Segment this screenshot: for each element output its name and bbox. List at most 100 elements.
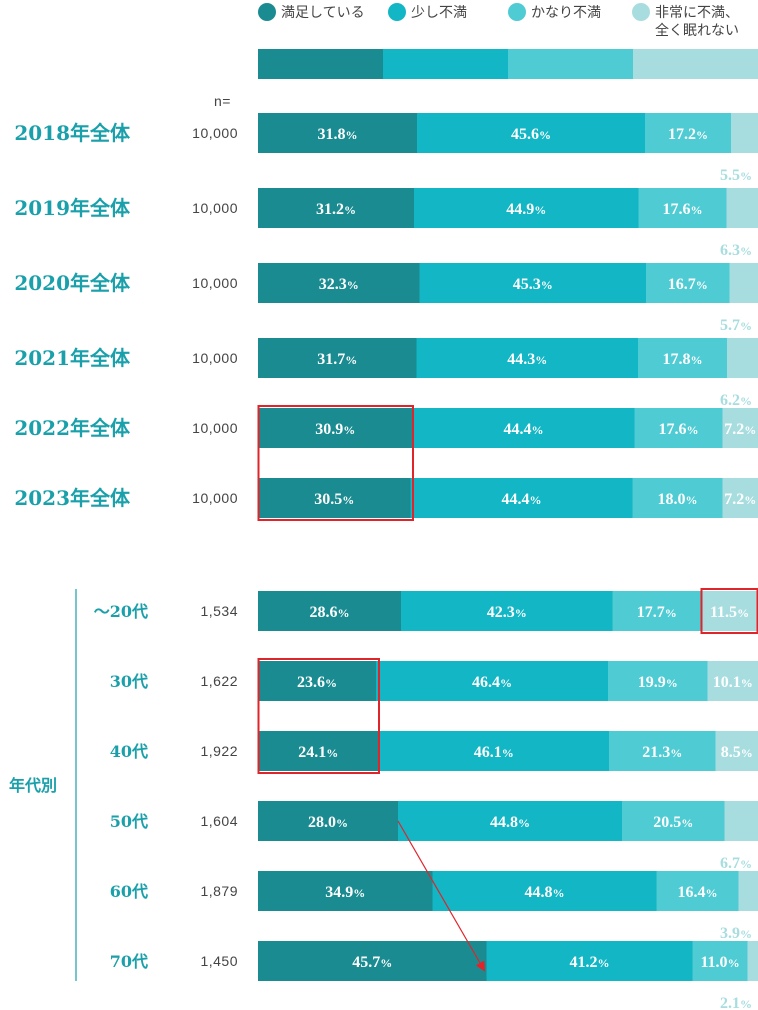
bar-segment-1 xyxy=(258,113,417,153)
bar-segment-2 xyxy=(412,408,635,448)
bar-segment-4 xyxy=(724,801,758,841)
value-label-3: 16.7% xyxy=(668,276,708,293)
value-label-2: 45.6% xyxy=(511,126,551,143)
bar-segment-2 xyxy=(398,801,622,841)
row-n-value: 10,000 xyxy=(192,350,238,366)
legend-label-4-line-2: 全く眠れない xyxy=(655,22,739,38)
bar-segment-4 xyxy=(722,478,758,518)
row-label: 2023年全体 xyxy=(14,486,131,510)
row-n-value: 1,922 xyxy=(200,743,238,759)
age-group-bracket: 年代別 xyxy=(9,589,77,981)
value-label-1: 45.7% xyxy=(352,954,392,971)
row-n-value: 1,450 xyxy=(200,953,238,969)
value-label-1: 31.2% xyxy=(316,201,356,218)
group-label: 年代別 xyxy=(9,776,57,795)
value-label-4: 11.5% xyxy=(710,604,749,621)
bar-segment-4 xyxy=(707,661,758,701)
legend-strip-2 xyxy=(383,49,508,79)
bar-segment-2 xyxy=(410,478,633,518)
legend-swatch-3 xyxy=(508,3,526,21)
bar-segment-3 xyxy=(645,113,731,153)
legend-item-3: かなり不満 xyxy=(508,3,601,21)
bar-row-2021-4: 2021年全体 10,000 31.7% 44.3% 17.8% 6.2% xyxy=(14,338,758,409)
value-label-4: 10.1% xyxy=(713,674,753,691)
bar-segment-3 xyxy=(638,188,727,228)
value-label-1: 30.5% xyxy=(314,491,354,508)
value-label-3: 11.0% xyxy=(700,954,739,971)
bar-segment-3 xyxy=(632,478,723,518)
value-label-3: 17.8% xyxy=(663,351,703,368)
row-n-value: 10,000 xyxy=(192,200,238,216)
legend-strip-1 xyxy=(258,49,383,79)
value-label-4: 8.5% xyxy=(721,744,753,761)
row-label: 30代 xyxy=(110,672,148,691)
row-label: 2019年全体 xyxy=(14,196,131,220)
row-label: 2018年全体 xyxy=(14,121,131,145)
value-label-4: 5.5% xyxy=(720,167,752,184)
value-label-4: 7.2% xyxy=(724,421,756,438)
bar-segment-4 xyxy=(747,941,758,981)
row-n-value: 1,622 xyxy=(200,673,238,689)
bar-segment-3 xyxy=(638,338,727,378)
bar-segment-2 xyxy=(432,871,657,911)
row-label: 2021年全体 xyxy=(14,346,131,370)
value-label-3: 17.7% xyxy=(637,604,677,621)
legend-strip-4 xyxy=(633,49,758,79)
row-n-value: 10,000 xyxy=(192,490,238,506)
value-label-3: 17.2% xyxy=(668,126,708,143)
bar-segment-3 xyxy=(646,263,730,303)
n-header: n= xyxy=(214,93,231,109)
value-label-1: 30.9% xyxy=(315,421,355,438)
value-label-2: 44.8% xyxy=(525,884,565,901)
row-label: 2020年全体 xyxy=(14,271,131,295)
value-label-1: 24.1% xyxy=(298,744,338,761)
bar-segment-3 xyxy=(608,661,708,701)
value-label-4: 2.1% xyxy=(720,995,752,1010)
bar-row-20-7: 〜20代 1,534 28.6% 42.3% 17.7% 11.5% xyxy=(94,591,758,631)
row-n-value: 1,879 xyxy=(200,883,238,899)
bar-row-50-10: 50代 1,604 28.0% 44.8% 20.5% 6.7% xyxy=(110,801,758,872)
value-label-2: 44.9% xyxy=(506,201,546,218)
value-label-3: 20.5% xyxy=(653,814,693,831)
bar-segment-4 xyxy=(722,408,758,448)
row-label: 〜20代 xyxy=(94,602,148,621)
value-label-1: 34.9% xyxy=(325,884,365,901)
bar-segment-1 xyxy=(258,591,401,631)
value-label-1: 23.6% xyxy=(297,674,337,691)
value-label-3: 17.6% xyxy=(659,421,699,438)
bar-segment-4 xyxy=(729,263,758,303)
bar-segment-3 xyxy=(612,591,701,631)
highlight-box-3 xyxy=(257,658,380,774)
bar-segment-1 xyxy=(258,263,420,303)
bar-segment-1 xyxy=(258,871,433,911)
bar-segment-3 xyxy=(656,871,739,911)
trend-arrow-line xyxy=(397,820,486,972)
legend-swatch-1 xyxy=(258,3,276,21)
bar-row-2022-5: 2022年全体 10,000 30.9% 44.4% 17.6% 7.2% xyxy=(14,408,758,448)
legend-label-4-line-1: 非常に不満、 xyxy=(655,4,739,20)
legend-label-3: かなり不満 xyxy=(531,4,601,20)
trend-arrow xyxy=(397,820,486,972)
legend-item-2: 少し不満 xyxy=(388,3,467,21)
bar-segment-2 xyxy=(376,661,608,701)
bar-segment-4 xyxy=(726,188,758,228)
legend-label-1: 満足している xyxy=(281,4,365,20)
highlight-box-1 xyxy=(257,405,414,521)
chart-rows: 2018年全体 10,000 31.8% 45.6% 17.2% 5.5% 2019年全体 1… xyxy=(14,113,758,1010)
value-label-3: 19.9% xyxy=(638,674,678,691)
bar-segment-2 xyxy=(419,263,646,303)
bar-segment-1 xyxy=(258,661,376,701)
row-n-value: 10,000 xyxy=(192,275,238,291)
bar-segment-3 xyxy=(634,408,723,448)
highlight-boxes xyxy=(257,405,758,774)
value-label-2: 46.4% xyxy=(472,674,512,691)
bar-row-2018-1: 2018年全体 10,000 31.8% 45.6% 17.2% 5.5% xyxy=(14,113,758,184)
value-label-1: 28.0% xyxy=(308,814,348,831)
bar-row-30-8: 30代 1,622 23.6% 46.4% 19.9% 10.1% xyxy=(110,661,758,701)
bar-segment-2 xyxy=(416,338,638,378)
bar-segment-1 xyxy=(258,801,398,841)
row-n-value: 10,000 xyxy=(192,420,238,436)
value-label-3: 17.6% xyxy=(663,201,703,218)
bar-segment-4 xyxy=(731,113,758,153)
